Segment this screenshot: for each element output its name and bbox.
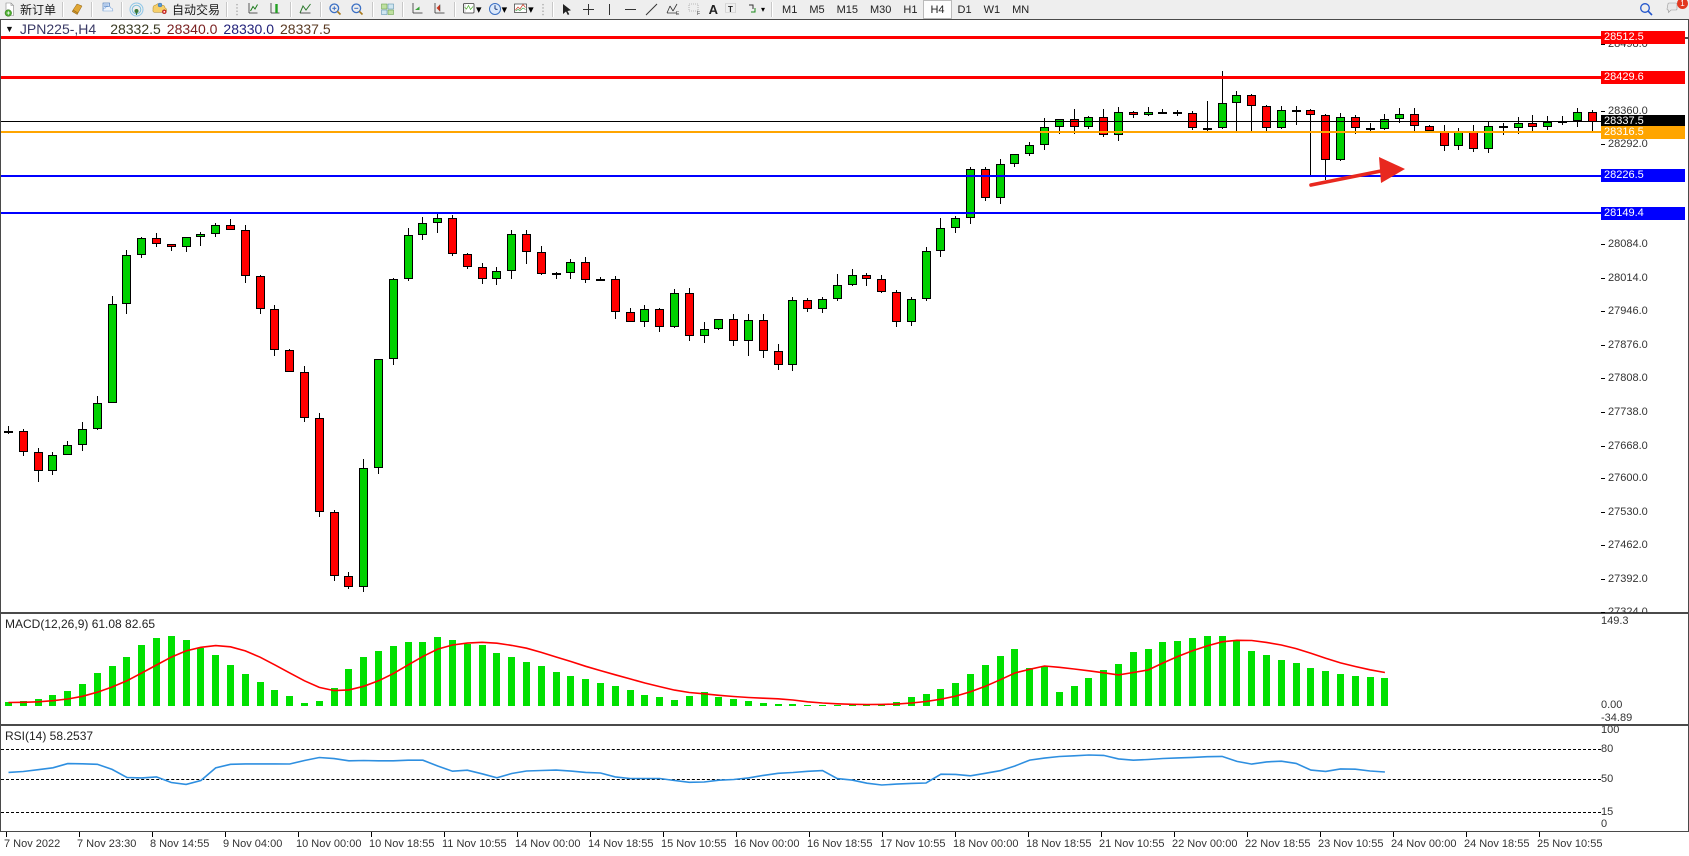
svg-text:F: F xyxy=(697,11,700,17)
svg-text:E: E xyxy=(676,11,680,17)
svg-text:T: T xyxy=(728,5,733,14)
